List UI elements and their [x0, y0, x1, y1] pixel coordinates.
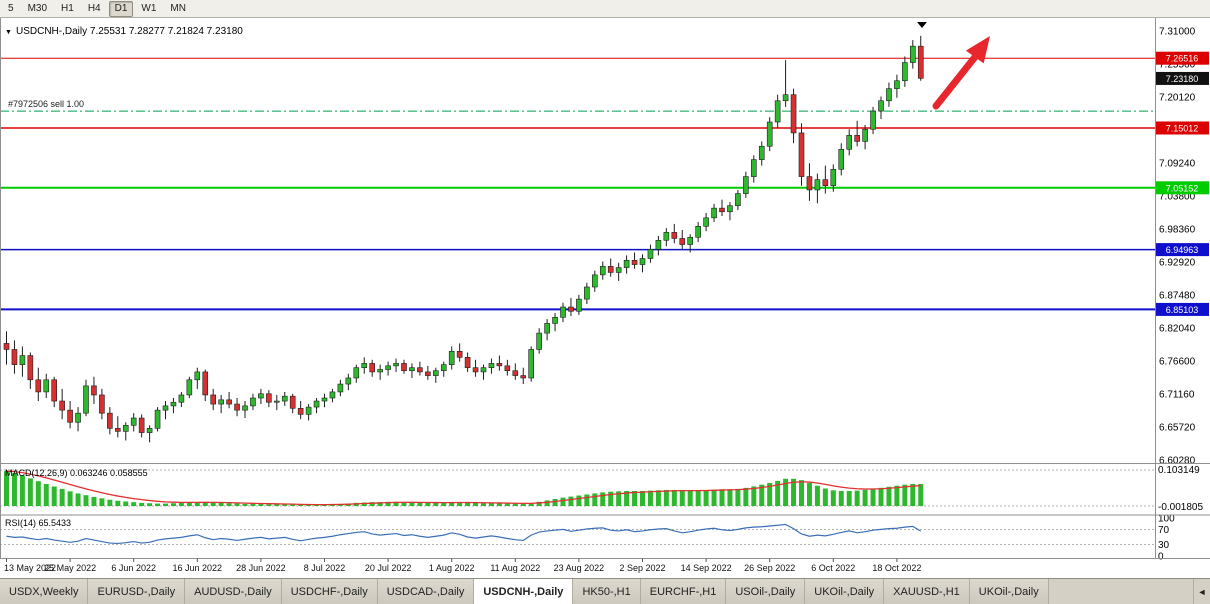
- tab-label: USDCHF-,Daily: [290, 585, 368, 598]
- svg-text:0.103149: 0.103149: [1158, 465, 1200, 476]
- svg-text:26 Sep 2022: 26 Sep 2022: [744, 563, 795, 573]
- tab-label: EURUSD-,Daily: [97, 585, 176, 598]
- tab-usoil-daily[interactable]: USOil-,Daily: [726, 579, 806, 604]
- sell-order-line[interactable]: #7972506 sell 1.00: [0, 99, 1155, 112]
- tab-label: UKOil-,Daily: [978, 585, 1039, 598]
- tab-audusd-daily[interactable]: AUDUSD-,Daily: [185, 579, 282, 604]
- chart-tabs: USDX,Weekly EURUSD-,Daily AUDUSD-,Daily …: [0, 578, 1210, 604]
- chart-title: ▼ USDCNH-,Daily 7.25531 7.28277 7.21824 7…: [5, 26, 243, 37]
- price-tags: 7.26516 7.15012 7.05152 6.94963 6.85103 7.231…: [1156, 51, 1209, 316]
- tab-usdchf-daily[interactable]: USDCHF-,Daily: [281, 579, 378, 604]
- tab-label: USDX,Weekly: [9, 585, 79, 598]
- svg-text:23 Aug 2022: 23 Aug 2022: [554, 563, 605, 573]
- tab-usdcad-daily[interactable]: USDCAD-,Daily: [377, 579, 475, 604]
- svg-text:6.94963: 6.94963: [1166, 245, 1199, 255]
- svg-text:6.92920: 6.92920: [1159, 258, 1196, 269]
- tab-usdcnh-daily[interactable]: USDCNH-,Daily: [474, 579, 574, 604]
- tab-ukoil-daily[interactable]: UKOil-,Daily: [805, 579, 885, 604]
- tab-ukoil-daily-2[interactable]: UKOil-,Daily: [969, 579, 1049, 604]
- timeframe-d1[interactable]: D1: [108, 0, 134, 17]
- svg-text:6 Jun 2022: 6 Jun 2022: [111, 563, 156, 573]
- svg-text:6.98360: 6.98360: [1159, 225, 1196, 236]
- svg-text:7.03800: 7.03800: [1159, 192, 1196, 203]
- price-chart[interactable]: 7.310007.255607.201207.146807.092407.038…: [0, 18, 1210, 578]
- svg-text:18 Oct 2022: 18 Oct 2022: [872, 563, 921, 573]
- svg-text:7.25560: 7.25560: [1159, 60, 1196, 71]
- tab-eurusd-daily[interactable]: EURUSD-,Daily: [88, 579, 186, 604]
- svg-text:13 May 2022: 13 May 2022: [4, 563, 56, 573]
- svg-text:1 Aug 2022: 1 Aug 2022: [429, 563, 475, 573]
- svg-text:30: 30: [1158, 540, 1170, 551]
- svg-text:7.15012: 7.15012: [1166, 123, 1199, 133]
- svg-text:11 Aug 2022: 11 Aug 2022: [490, 563, 540, 573]
- svg-text:MACD(12,26,9) 0.063246 0.05855: MACD(12,26,9) 0.063246 0.058555: [5, 468, 148, 478]
- tab-eurchf-h1[interactable]: EURCHF-,H1: [640, 579, 727, 604]
- tab-label: XAUUSD-,H1: [893, 585, 960, 598]
- svg-text:6.60280: 6.60280: [1159, 456, 1196, 467]
- svg-text:8 Jul 2022: 8 Jul 2022: [304, 563, 346, 573]
- svg-text:6.85103: 6.85103: [1166, 305, 1199, 315]
- svg-text:16 Jun 2022: 16 Jun 2022: [173, 563, 223, 573]
- timeframe-h4[interactable]: H4: [87, 2, 101, 14]
- svg-text:6 Oct 2022: 6 Oct 2022: [811, 563, 855, 573]
- svg-text:7.23180: 7.23180: [1166, 74, 1199, 84]
- svg-text:100: 100: [1158, 514, 1175, 525]
- svg-text:#7972506 sell 1.00: #7972506 sell 1.00: [8, 99, 84, 109]
- timeframe-m5[interactable]: 5: [8, 2, 14, 14]
- svg-text:7.31000: 7.31000: [1159, 27, 1196, 38]
- timeframe-w1[interactable]: W1: [141, 2, 157, 14]
- svg-text:6.76600: 6.76600: [1159, 357, 1196, 368]
- svg-text:70: 70: [1158, 525, 1170, 536]
- svg-text:25 May 2022: 25 May 2022: [44, 563, 96, 573]
- svg-text:▼: ▼: [5, 29, 12, 36]
- chart-shift-marker-icon: [917, 22, 927, 28]
- red-arrow-annotation[interactable]: [932, 36, 990, 110]
- svg-text:6.71160: 6.71160: [1159, 390, 1195, 401]
- tab-xauusd-h1[interactable]: XAUUSD-,H1: [884, 579, 970, 604]
- tab-label: USDCAD-,Daily: [386, 585, 465, 598]
- svg-text:6.82040: 6.82040: [1159, 324, 1196, 335]
- svg-text:28 Jun 2022: 28 Jun 2022: [236, 563, 286, 573]
- tab-label: UKOil-,Daily: [814, 585, 875, 598]
- tab-label: USOil-,Daily: [735, 585, 796, 598]
- svg-text:6.87480: 6.87480: [1159, 291, 1196, 302]
- svg-text:RSI(14) 65.5433: RSI(14) 65.5433: [5, 518, 71, 528]
- timeframe-m30[interactable]: M30: [27, 2, 48, 14]
- svg-text:USDCNH-,Daily 7.25531 7.28277: USDCNH-,Daily 7.25531 7.28277 7.21824 7.…: [16, 26, 243, 37]
- macd-panel: MACD(12,26,9) 0.063246 0.058555 0.103149 -…: [0, 465, 1203, 513]
- tab-label: EURCHF-,H1: [649, 585, 717, 598]
- svg-text:20 Jul 2022: 20 Jul 2022: [365, 563, 412, 573]
- candlesticks: [3, 35, 924, 443]
- timeframe-h1[interactable]: H1: [61, 2, 74, 14]
- timeframe-toolbar: 5 M30 H1 H4 D1 W1 MN: [0, 0, 1210, 18]
- timeframe-mn[interactable]: MN: [170, 2, 186, 14]
- tab-label: HK50-,H1: [582, 585, 631, 598]
- svg-text:14 Sep 2022: 14 Sep 2022: [681, 563, 732, 573]
- svg-text:7.09240: 7.09240: [1159, 159, 1196, 170]
- tab-label: AUDUSD-,Daily: [194, 585, 272, 598]
- svg-text:0: 0: [1158, 552, 1164, 563]
- svg-text:2 Sep 2022: 2 Sep 2022: [619, 563, 665, 573]
- tab-scroll-left-icon[interactable]: ◄: [1193, 579, 1210, 604]
- svg-text:6.65720: 6.65720: [1159, 423, 1196, 434]
- tab-label: USDCNH-,Daily: [483, 585, 564, 598]
- svg-text:7.26516: 7.26516: [1166, 54, 1199, 64]
- svg-text:-0.001805: -0.001805: [1158, 502, 1203, 513]
- svg-text:7.05152: 7.05152: [1166, 183, 1199, 193]
- svg-text:7.20120: 7.20120: [1159, 93, 1196, 104]
- tab-hk50-h1[interactable]: HK50-,H1: [573, 579, 641, 604]
- tab-usdx-weekly[interactable]: USDX,Weekly: [0, 579, 89, 604]
